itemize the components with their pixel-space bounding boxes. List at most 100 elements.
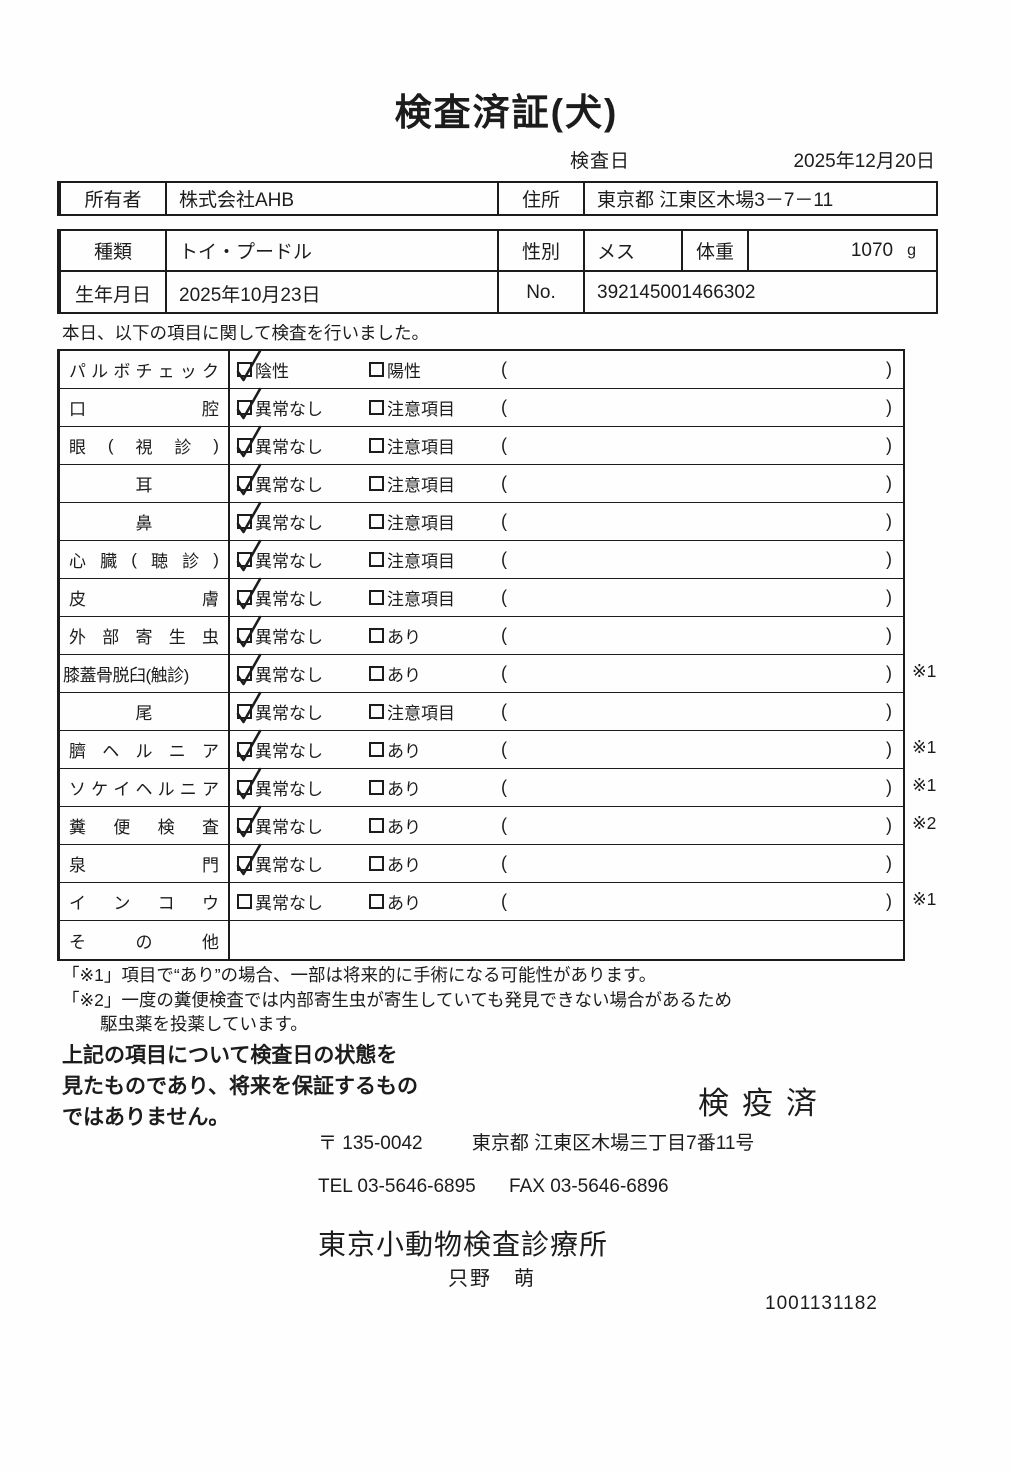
checklist-row-content: 異常なし あり ( ) [230,729,903,768]
option-2-label: 注意項目 [387,514,455,533]
checkbox-icon [236,691,262,724]
option-1: 異常なし [236,729,323,768]
breed-label: 種類 [61,231,167,270]
option-2-label: 注意項目 [387,438,455,457]
option-1: 異常なし [236,767,323,806]
paren-close: ) [886,473,892,493]
label-char: ニ [168,742,186,761]
checkbox-icon [369,818,384,833]
option-1-label: 異常なし [255,400,323,419]
weight-value: 1070 g [749,231,936,270]
label-char: ソ [69,780,86,799]
option-2: 注意項目 [369,579,455,616]
footnote-2-continued: 駆虫薬を投薬しています。 [100,1014,308,1034]
checklist-row-content [230,921,903,959]
paren-open: ( [501,815,507,835]
checklist-row-content: 異常なし 注意項目 ( ) [230,577,903,616]
checklist-row-content: 異常なし 注意項目 ( ) [230,501,903,540]
option-2: 注意項目 [369,693,455,730]
option-1: 異常なし [236,843,323,882]
option-1: 異常なし [236,805,323,844]
checklist-row: 耳 異常なし 注意項目 ( ) [60,463,903,503]
option-2-label: あり [387,894,421,913]
option-2: あり [369,617,421,654]
label-char: 皮 [69,590,86,609]
reference-mark: ※1 [912,661,937,681]
address-label: 住所 [499,183,585,214]
checklist-row-content: 異常なし 注意項目 ( ) [230,463,903,502]
checklist-row: 皮 膚 異常なし 注意項目 ( ) [60,577,903,617]
option-1: 異常なし [236,501,323,540]
option-1: 異常なし [236,539,323,578]
label-char: ン [113,894,131,913]
label-char: 便 [113,818,131,837]
pet-info-row-1: 種類 トイ・プードル 性別 メス 体重 1070 g [61,231,936,272]
label-char: 門 [202,856,219,875]
checkbox-icon [236,349,262,382]
checklist-item-label: 糞便検査 [60,807,230,844]
checklist-row: 口腔 異常なし 注意項目 ( ) [60,387,903,427]
label-char: ク [201,362,219,381]
paren-close: ) [886,359,892,379]
label-char: 膚 [202,590,219,609]
document-number: 1001131182 [765,1293,878,1314]
option-2: 注意項目 [369,465,455,502]
checklist-item-label: 尾 [60,693,230,730]
clinic-tel-line: TEL 03-5646-6895 FAX 03-5646-6896 [318,1176,669,1198]
label-char: コ [157,894,175,913]
checklist-row-content: 異常なし あり ( ) [230,653,903,692]
sex-value: メス [585,231,683,270]
checkbox-icon [236,539,262,572]
weight-number: 1070 [850,239,894,261]
checklist-item-label: 眼 (視 診) [60,427,230,464]
label-char: 糞 [69,818,86,837]
paren-close: ) [886,625,892,645]
paren-close: ) [886,663,892,683]
option-2-label: あり [387,780,421,799]
option-1: 異常なし [236,463,323,502]
label-char: ケ [91,780,109,799]
checkbox-icon [236,615,262,648]
option-2: あり [369,807,421,844]
checklist-row: その他 [60,921,903,959]
checkbox-icon [236,425,262,458]
label-char: ア [201,780,219,799]
checklist-item-label: その他 [60,921,230,959]
breed-value: トイ・プードル [167,231,499,270]
checklist-row-content: 異常なし 注意項目 ( ) [230,425,903,464]
option-2-label: あり [387,666,421,685]
checklist-table: パルボチェック 陰性 陽性 ( ) 口腔 異常なし [57,349,905,961]
paren-close: ) [886,511,892,531]
disclaimer-text: 上記の項目について検査日の状態を 見たものであり、将来を保証するもの ではありま… [62,1040,418,1133]
option-2: あり [369,731,421,768]
option-2-label: 注意項目 [387,590,455,609]
footnote-2: 「※2」一度の糞便検査では内部寄生虫が寄生していても発見できない場合があるため [62,990,732,1010]
paren-open: ( [501,891,507,911]
label-char: 診 [174,438,192,457]
label-char: ニ [179,780,197,799]
disclaimer-line-2: 見たものであり、将来を保証するもの [62,1075,418,1098]
paren-open: ( [501,397,507,417]
option-2: あり [369,655,421,692]
checklist-row-content: 異常なし あり ( ) [230,805,903,844]
checklist-row-content: 異常なし あり ( ) [230,767,903,806]
option-2: あり [369,845,421,882]
label-char: ヘ [135,780,153,799]
option-1-label: 異常なし [255,628,323,647]
checklist-row-content: 陰性 陽性 ( ) [230,349,903,388]
paren-open: ( [501,473,507,493]
label-char: 視 [135,438,153,457]
no-value: 392145001466302 [597,282,756,303]
label-char: ボ [113,362,131,381]
label-char: ッ [179,362,197,381]
checkbox-icon [369,704,384,719]
paren-close: ) [886,587,892,607]
birth-label: 生年月日 [61,272,167,314]
paren-open: ( [501,663,507,683]
clinic-name: 東京小動物検査診療所 [318,1229,609,1260]
option-1: 異常なし [236,691,323,730]
clinic-postal-code: 〒 135-0042 [318,1133,423,1154]
checklist-item-label: 膝蓋骨脱臼(触診) [60,655,230,692]
option-2-label: あり [387,818,421,837]
checklist-item-label: 耳 [60,465,230,502]
